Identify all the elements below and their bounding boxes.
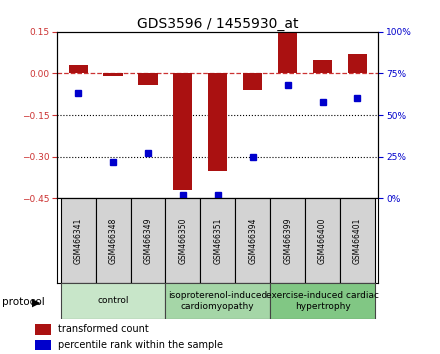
Bar (69, 65, 88, 74)
Bar (173, 74, 192, 190)
Bar (61, 283, 165, 319)
Text: GSM466351: GSM466351 (213, 217, 222, 264)
Bar (165, 283, 270, 319)
Text: control: control (97, 296, 129, 306)
Bar (270, 283, 375, 319)
Text: GSM466348: GSM466348 (109, 217, 117, 264)
Text: GSM466401: GSM466401 (353, 217, 362, 264)
Bar (348, 54, 367, 74)
Bar (138, 74, 158, 85)
Bar (313, 59, 332, 74)
Bar (61, 198, 95, 283)
Text: GSM466399: GSM466399 (283, 217, 292, 264)
Text: GSM466350: GSM466350 (178, 217, 187, 264)
Bar (278, 32, 297, 74)
Bar (340, 198, 375, 283)
Bar (131, 198, 165, 283)
Text: protocol: protocol (2, 297, 45, 307)
Bar (270, 198, 305, 283)
Bar (95, 198, 131, 283)
Text: transformed count: transformed count (59, 324, 149, 334)
Bar (165, 198, 200, 283)
Bar (103, 74, 123, 76)
Text: GSM466341: GSM466341 (73, 217, 83, 264)
Bar (305, 198, 340, 283)
Bar (200, 198, 235, 283)
Text: isoproterenol-induced
cardiomyopathy: isoproterenol-induced cardiomyopathy (168, 291, 268, 310)
Text: GSM466400: GSM466400 (318, 217, 327, 264)
Bar (235, 198, 270, 283)
Text: GSM466349: GSM466349 (143, 217, 153, 264)
Text: GSM466394: GSM466394 (248, 217, 257, 264)
Bar (35, 324, 51, 335)
Text: exercise-induced cardiac
hypertrophy: exercise-induced cardiac hypertrophy (266, 291, 379, 310)
Title: GDS3596 / 1455930_at: GDS3596 / 1455930_at (137, 17, 299, 31)
Bar (35, 340, 51, 350)
Text: ▶: ▶ (32, 298, 40, 308)
Bar (243, 74, 262, 90)
Bar (208, 74, 227, 171)
Text: percentile rank within the sample: percentile rank within the sample (59, 340, 224, 350)
